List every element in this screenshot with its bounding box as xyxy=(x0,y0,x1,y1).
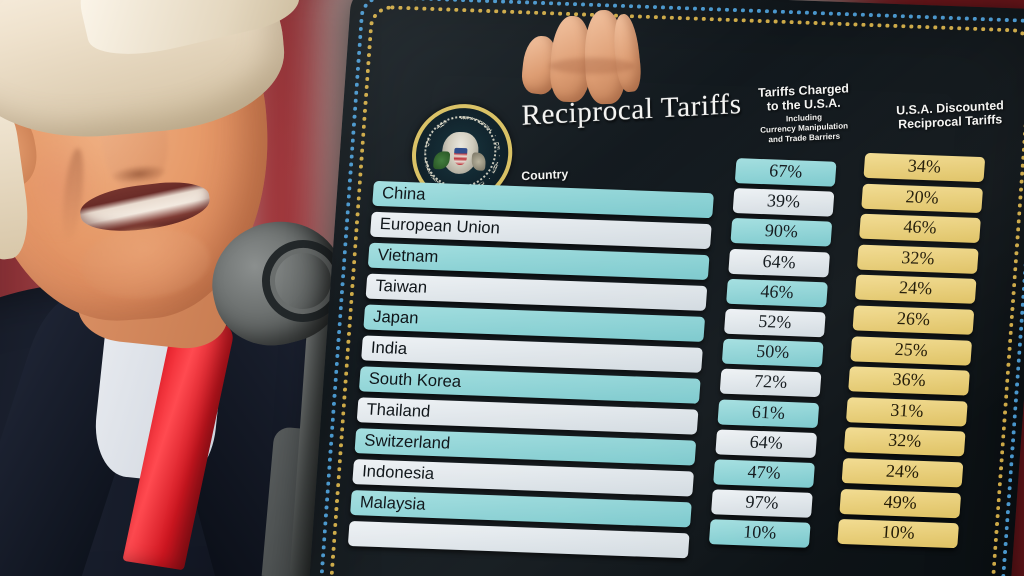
hand-holding-board xyxy=(515,8,644,105)
tariff-board: SEAL · OF · THE · PRESIDENT · OF · THE ·… xyxy=(304,0,1024,576)
board-glare xyxy=(304,0,1024,576)
knuckles xyxy=(549,58,635,74)
speaker-figure xyxy=(0,0,400,576)
